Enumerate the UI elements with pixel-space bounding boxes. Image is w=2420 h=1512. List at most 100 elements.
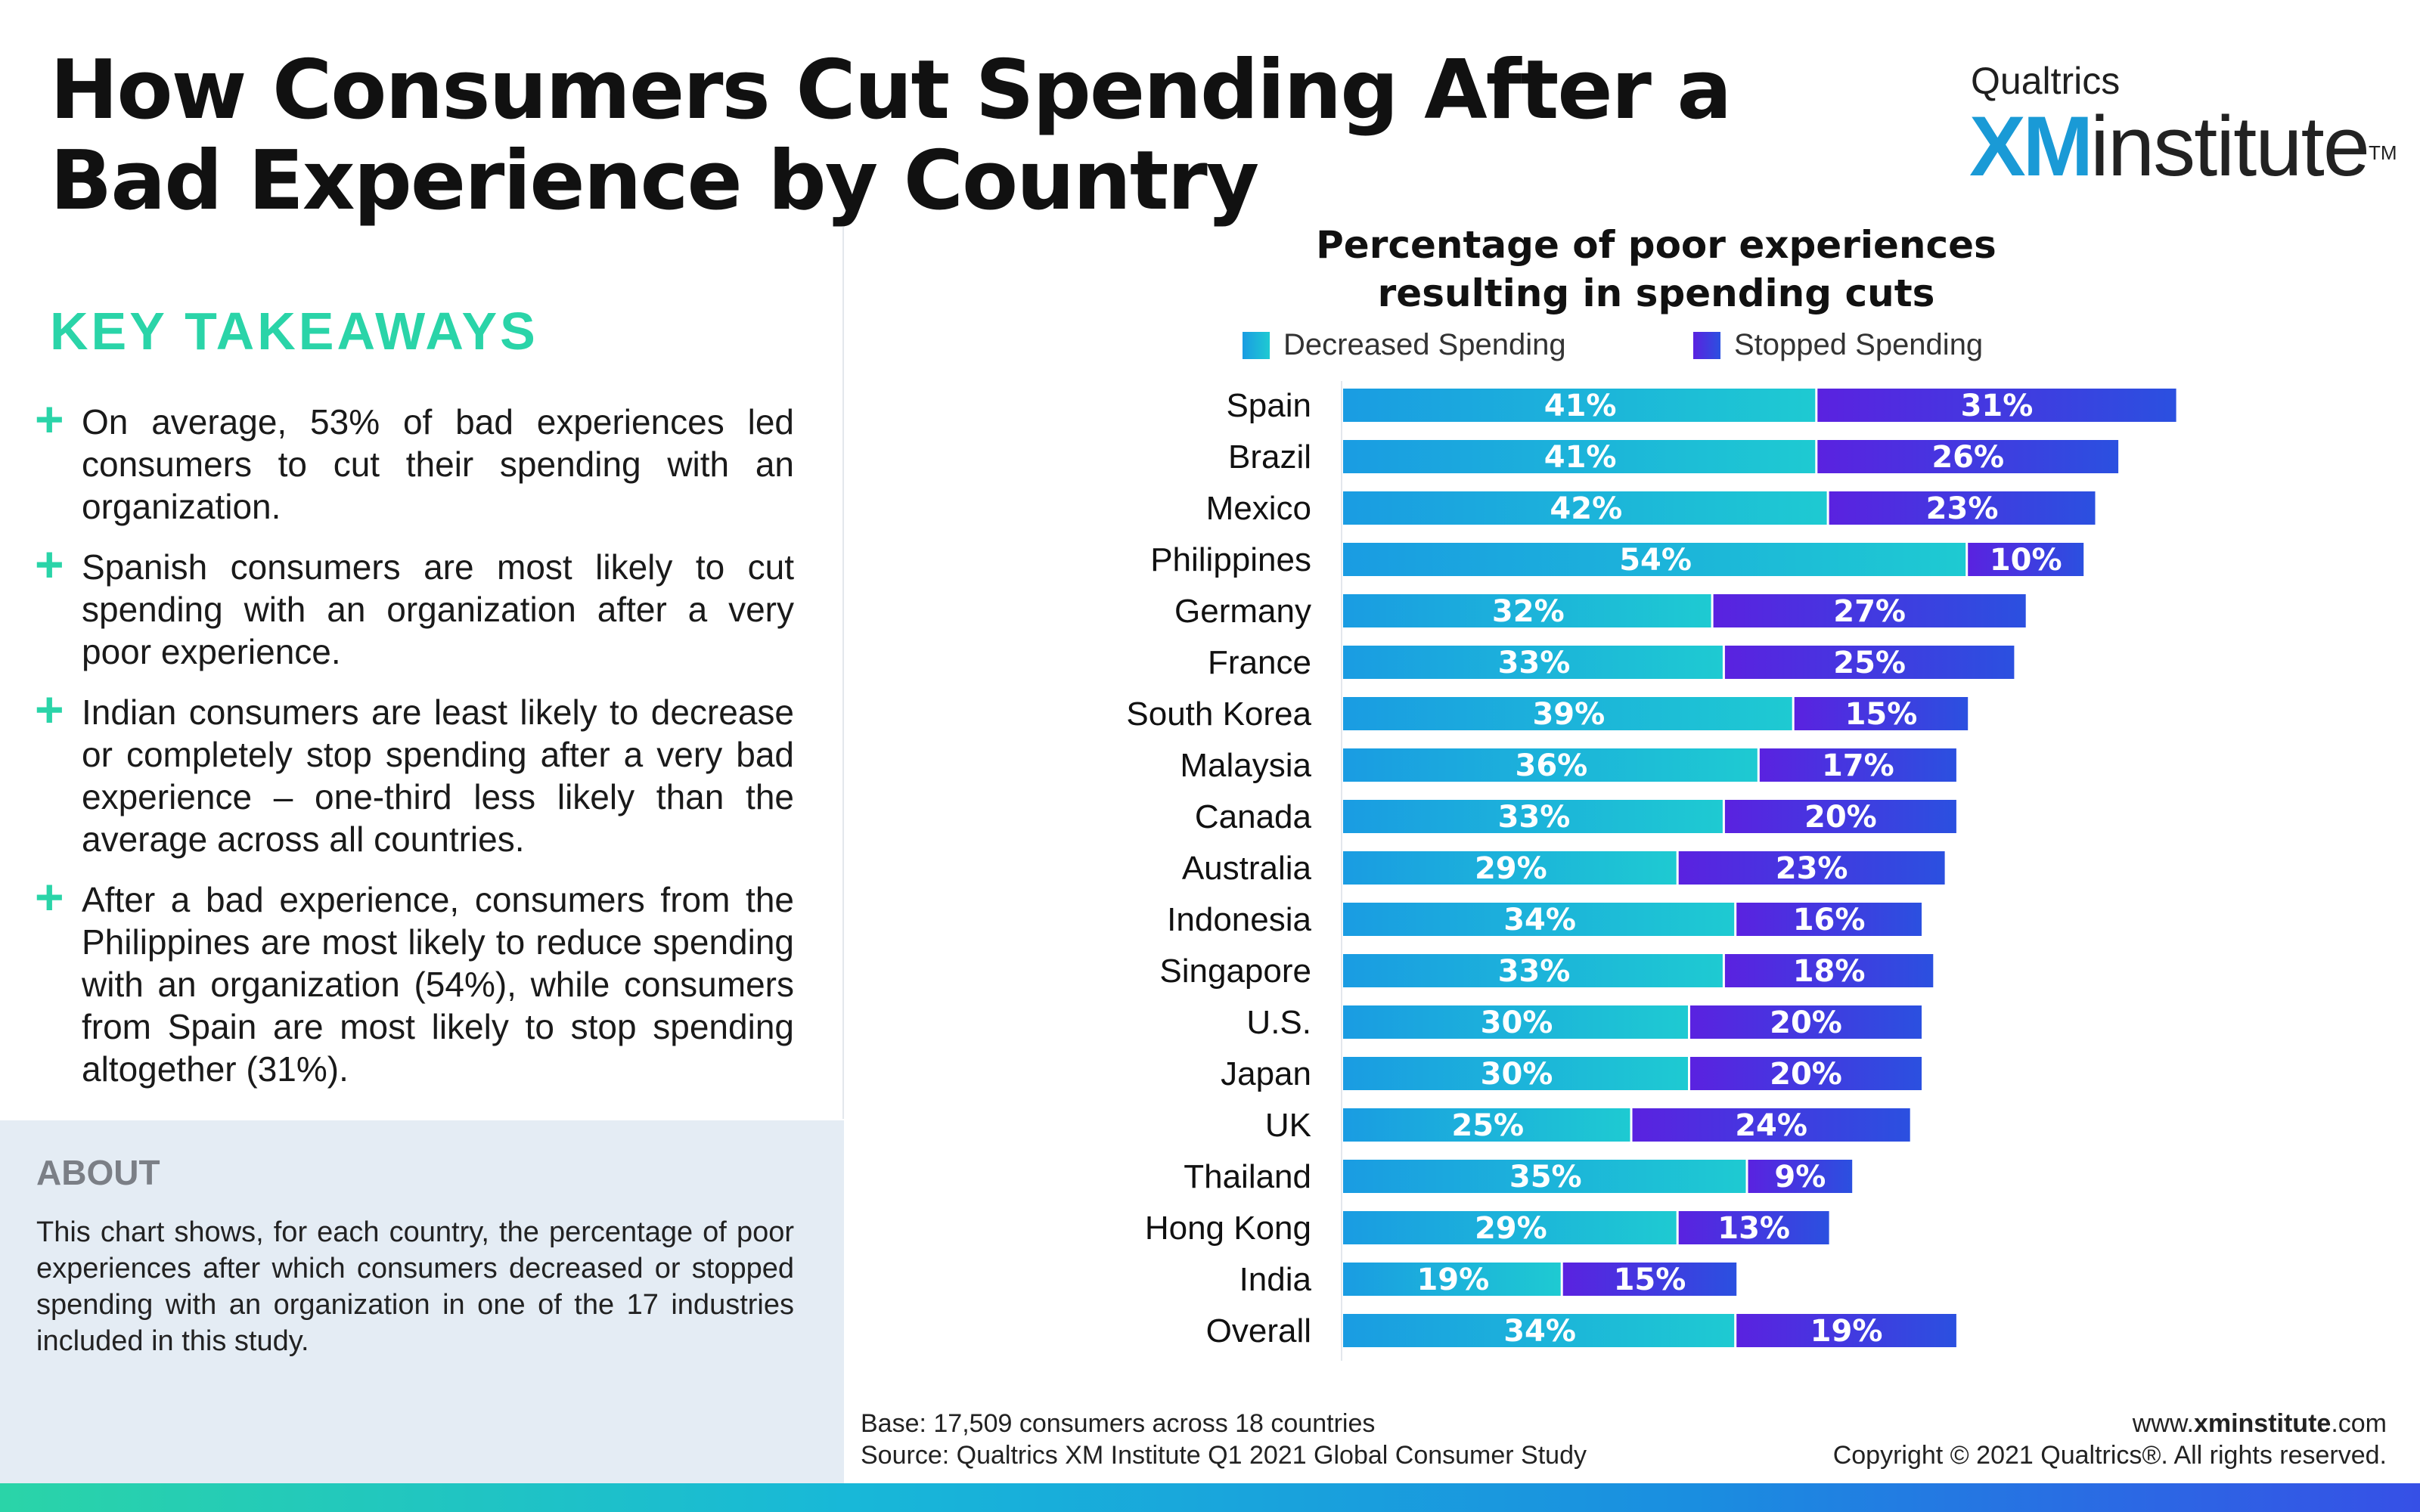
bar-stopped: [1690, 1005, 1922, 1039]
brand-qualtrics: Qualtrics: [1971, 60, 2121, 102]
bar-stopped: [1829, 491, 2096, 525]
category-label: Mexico: [1206, 490, 1311, 527]
bar-label-stopped: 19%: [1810, 1314, 1883, 1349]
bar-label-stopped: 20%: [1770, 1005, 1842, 1040]
chart-legend: Decreased Spending Stopped Spending: [1243, 328, 2226, 366]
plus-icon: +: [35, 681, 64, 737]
category-label: France: [1208, 644, 1311, 681]
bar-label-stopped: 15%: [1614, 1263, 1686, 1297]
bar-stopped: [1713, 594, 2026, 627]
bar-stopped: [1724, 954, 1934, 987]
legend-item-stopped: Stopped Spending: [1693, 328, 1983, 362]
brand-institute: institute: [2090, 99, 2370, 194]
page-title: How Consumers Cut Spending After a Bad E…: [50, 43, 1732, 228]
bar-label-decreased: 36%: [1516, 748, 1588, 783]
bar-stopped: [1748, 1160, 1853, 1193]
bar-stopped: [1562, 1263, 1737, 1296]
bar-label-stopped: 26%: [1931, 440, 2004, 475]
footnote-source: Source: Qualtrics XM Institute Q1 2021 G…: [861, 1441, 1587, 1470]
chart-row: Spain 41% 31%: [1226, 387, 2176, 424]
bar-label-stopped: 15%: [1845, 697, 1918, 732]
bar-decreased: [1343, 440, 1816, 473]
bar-label-decreased: 39%: [1532, 697, 1605, 732]
bar-decreased: [1343, 1314, 1735, 1347]
category-label: Hong Kong: [1145, 1210, 1311, 1247]
bar-decreased: [1343, 1160, 1746, 1193]
bar-stopped: [1817, 389, 2176, 422]
bar-label-stopped: 13%: [1717, 1211, 1790, 1246]
category-label: Spain: [1226, 387, 1311, 424]
chart-row: Overall 34% 19%: [1206, 1312, 1956, 1349]
bar-decreased: [1343, 491, 1827, 525]
bar-label-decreased: 33%: [1498, 954, 1571, 989]
bar-label-decreased: 30%: [1481, 1057, 1553, 1092]
bar-label-decreased: 29%: [1475, 1211, 1547, 1246]
bar-stopped: [1690, 1057, 1922, 1090]
bar-decreased: [1343, 543, 1966, 576]
bar-decreased: [1343, 1211, 1677, 1244]
takeaway-item: + After a bad experience, consumers from…: [35, 869, 794, 1090]
takeaway-text: Indian consumers are least likely to dec…: [82, 692, 794, 859]
bar-decreased: [1343, 851, 1677, 885]
bar-stopped: [1724, 646, 2015, 679]
bar-label-decreased: 33%: [1498, 646, 1571, 680]
bar-label-decreased: 34%: [1503, 1314, 1576, 1349]
chart-row: India 19% 15%: [1239, 1261, 1737, 1298]
chart-row: Hong Kong 29% 13%: [1145, 1210, 1829, 1247]
chart-row: Brazil 41% 26%: [1228, 438, 2119, 476]
bar-label-stopped: 31%: [1961, 389, 2034, 423]
chart-row: Malaysia 36% 17%: [1180, 747, 1956, 784]
bar-stopped: [1678, 851, 1945, 885]
about-heading: ABOUT: [36, 1153, 160, 1192]
stacked-bar-chart: Spain 41% 31% Brazil 41% 26% Mexico 42% 23% Phili…: [1126, 381, 2176, 1361]
bar-label-stopped: 20%: [1804, 800, 1877, 835]
footnote: Base: 17,509 consumers across 18 countri…: [861, 1408, 1587, 1471]
category-label: Brazil: [1228, 438, 1311, 476]
bar-stopped: [1736, 903, 1922, 936]
bar-label-decreased: 29%: [1475, 851, 1547, 886]
category-label: Canada: [1195, 798, 1312, 835]
bar-stopped: [1968, 543, 2084, 576]
bar-decreased: [1343, 594, 1711, 627]
bar-label-decreased: 35%: [1509, 1160, 1582, 1194]
category-label: Germany: [1174, 593, 1311, 630]
category-label: Singapore: [1159, 953, 1311, 990]
about-panel: ABOUT This chart shows, for each country…: [0, 1120, 844, 1483]
legend-label-decreased: Decreased Spending: [1283, 328, 1566, 361]
bar-stopped: [1759, 748, 1956, 782]
takeaway-text: On average, 53% of bad experiences led c…: [82, 402, 794, 526]
footnote-base: Base: 17,509 consumers across 18 countri…: [861, 1409, 1376, 1438]
chart-row: Japan 30% 20%: [1221, 1055, 1922, 1092]
bar-decreased: [1343, 1263, 1561, 1296]
url-bold: xminstitute: [2193, 1409, 2332, 1438]
chart-row: Mexico 42% 23%: [1206, 490, 2096, 527]
bar-decreased: [1343, 903, 1735, 936]
legend-item-decreased: Decreased Spending: [1243, 328, 1566, 362]
bar-label-stopped: 23%: [1926, 491, 1999, 526]
bar-label-stopped: 23%: [1776, 851, 1848, 886]
legend-label-stopped: Stopped Spending: [1734, 328, 1984, 361]
category-label: South Korea: [1126, 696, 1311, 733]
bar-decreased: [1343, 389, 1816, 422]
bar-decreased: [1343, 646, 1723, 679]
chart-row: Germany 32% 27%: [1174, 593, 2026, 630]
bar-label-stopped: 24%: [1735, 1108, 1807, 1143]
bar-label-decreased: 54%: [1619, 543, 1692, 578]
bar-stopped: [1736, 1314, 1956, 1347]
bar-label-stopped: 10%: [1990, 543, 2062, 578]
website-link[interactable]: www.xminstitute.com: [1833, 1408, 2387, 1439]
bar-label-stopped: 16%: [1793, 903, 1866, 937]
brand-xm: XM: [1969, 99, 2093, 194]
brand-trademark: TM: [2368, 141, 2397, 164]
bar-label-stopped: 27%: [1833, 594, 1906, 629]
bar-label-decreased: 19%: [1416, 1263, 1489, 1297]
chart-title: Percentage of poor experiences resulting…: [1316, 223, 1996, 315]
category-label: Philippines: [1150, 541, 1311, 578]
bar-label-decreased: 32%: [1492, 594, 1565, 629]
bar-label-stopped: 25%: [1833, 646, 1906, 680]
url-suffix: .com: [2331, 1409, 2387, 1438]
takeaway-item: + Indian consumers are least likely to d…: [35, 681, 794, 860]
chart-row: Singapore 33% 18%: [1159, 953, 1934, 990]
takeaway-list: + On average, 53% of bad experiences led…: [35, 391, 794, 1108]
bar-stopped: [1632, 1108, 1910, 1142]
